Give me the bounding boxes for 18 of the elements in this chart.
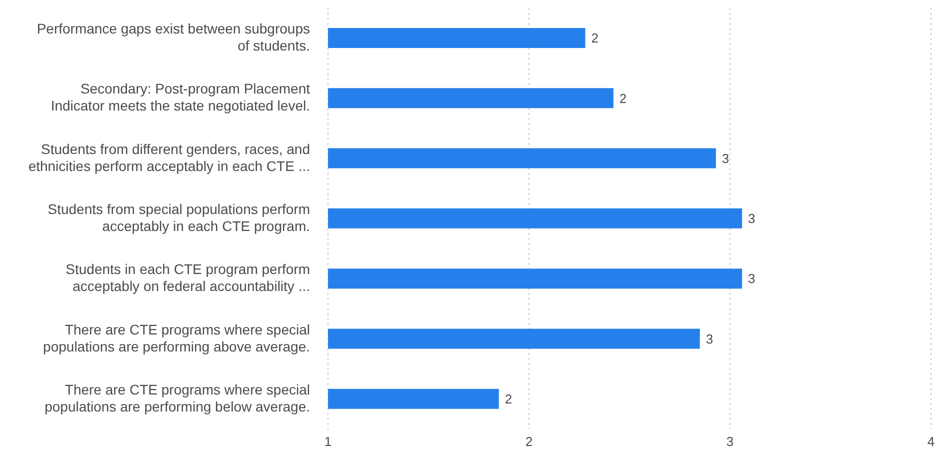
data-label: 2 [591,30,599,46]
y-tick-label: Secondary: Post-program Placement Indicator meets the state negotiated level. [50,80,310,114]
data-label: 3 [722,150,730,166]
y-tick-label: Students from special populations perform acceptably in each CTE program. [48,200,310,234]
data-label: 3 [748,271,756,286]
data-label: 3 [706,331,714,346]
x-tick-label: 3 [726,434,734,450]
data-label: 2 [619,90,627,106]
y-tick-label: There are CTE programs where special populations are performing below average. [44,381,310,414]
y-tick-label: Performance gaps exist between subgroups of students. [36,20,310,54]
data-label: 2 [504,391,512,406]
y-tick-label: Students from different genders, races, and ethnicities perform acceptably in each CTE ... [28,140,310,174]
x-tick-label: 1 [324,434,332,450]
data-label: 3 [748,211,756,226]
x-tick-label: 2 [525,434,533,450]
y-tick-label: Students in each CTE program perform acceptably on federal accountability ... [66,260,310,294]
x-tick-label: 4 [927,434,935,450]
y-tick-label: There are CTE programs where special populations are performing above average. [43,320,310,354]
